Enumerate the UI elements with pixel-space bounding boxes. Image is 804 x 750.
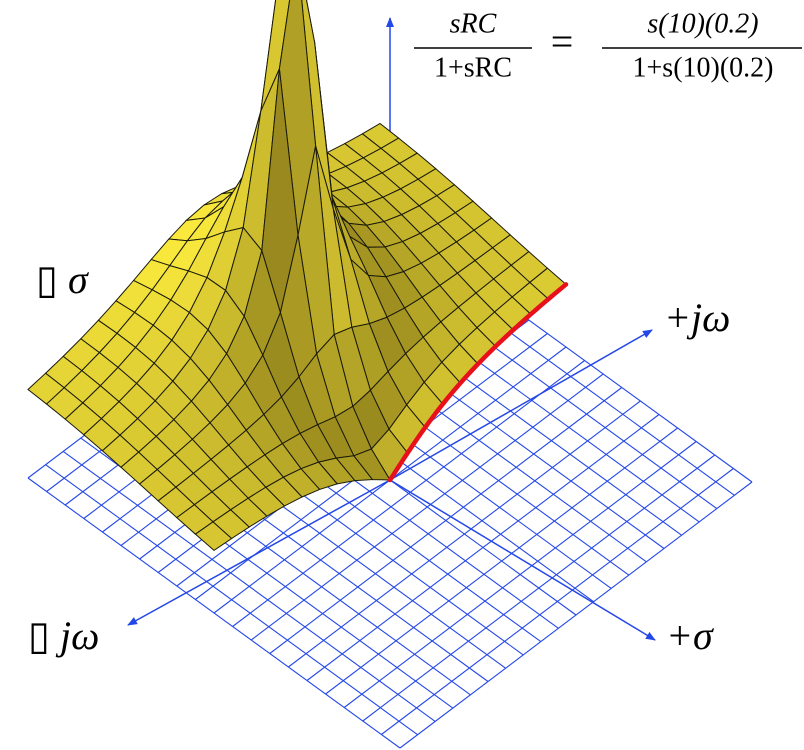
- surface-patch: [194, 521, 233, 552]
- pos-sigma-axis: [389, 479, 656, 641]
- pos-sigma-label: +σ: [666, 613, 714, 658]
- neg-jomega-axis: [127, 479, 391, 626]
- pos-jomega-axis: [389, 329, 653, 481]
- equation-numerator: s(10)(0.2): [647, 8, 758, 39]
- equation-denominator: 1+s(10)(0.2): [633, 52, 774, 83]
- equals-sign: =: [551, 19, 574, 64]
- grid-line: [381, 468, 734, 735]
- grid-line: [306, 414, 660, 681]
- grid-line: [362, 454, 716, 722]
- grid-line: [269, 387, 623, 654]
- grid-line: [250, 373, 604, 641]
- grid-line: [288, 400, 641, 668]
- grid-line: [325, 427, 678, 695]
- jomega-response-curve: [387, 282, 569, 483]
- grid-line: [399, 481, 753, 749]
- equation-numerator: sRC: [450, 8, 497, 39]
- grid-line: [232, 360, 585, 627]
- neg-jomega-label: ▯ jω: [28, 613, 99, 658]
- equation-denominator: 1+sRC: [434, 52, 512, 83]
- magnitude-surface: [27, 0, 567, 552]
- neg-sigma-label: ▯ σ: [36, 257, 89, 302]
- grid-line: [343, 441, 697, 708]
- pos-jomega-label: +jω: [664, 295, 730, 340]
